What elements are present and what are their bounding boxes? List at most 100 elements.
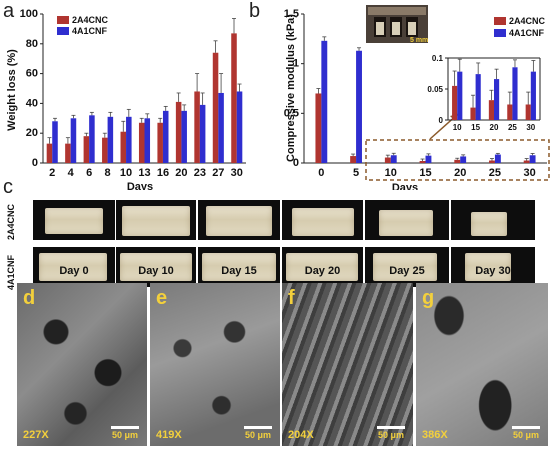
bar-2a4cnc (525, 104, 531, 120)
sample-photo (365, 247, 449, 287)
compressive-modulus-chart: Compressive modulus (kPa) Days 2A4CNC 4A… (284, 5, 550, 190)
hydrogel-sample (379, 210, 433, 236)
x-tick-label: 30 (526, 123, 535, 132)
sem-panel-letter: g (422, 287, 435, 309)
day-label: Day 25 (389, 265, 425, 277)
hydrogel-sample (206, 206, 272, 236)
panel-letter-c: c (3, 176, 13, 198)
bar-2a4cnc (315, 93, 322, 163)
x-tick-label: 20 (454, 167, 466, 179)
scale-bar-label: 50 μm (512, 430, 540, 440)
sample-photo (33, 247, 115, 287)
x-tick-label: 25 (489, 167, 501, 179)
row-label-cnc: 2A4CNC (6, 203, 16, 240)
bar-2a4cnc (489, 160, 495, 163)
x-tick-label: 27 (212, 167, 224, 179)
y-tick-label: 1 (293, 58, 299, 70)
y-tick-label: 0.1 (432, 54, 444, 63)
bar-4a1cnf (530, 71, 536, 120)
scale-bar: 50 μm (244, 426, 272, 440)
bar-2a4cnc (46, 143, 53, 163)
x-tick-label: 15 (471, 123, 480, 132)
hydrogel-sample (120, 253, 192, 281)
day-label: Day 0 (59, 265, 89, 277)
bar-2a4cnc (157, 122, 163, 163)
sem-image-d: d 227X 50 μm (17, 283, 147, 446)
x-tick-label: 30 (231, 167, 243, 179)
weight-loss-chart: Weight loss (%) Days 2A4CNC 4A1CNF 0 20 40… (6, 8, 246, 190)
magnification-label: 227X (23, 429, 49, 441)
y-tick-label: 60 (26, 68, 38, 80)
bar-2a4cnc (452, 85, 458, 120)
bar-4a1cnf (356, 50, 362, 163)
x-tick-label: 10 (385, 167, 397, 179)
sample-photo (116, 247, 196, 287)
x-tick-label: 20 (490, 123, 499, 132)
bar-4a1cnf (236, 91, 243, 163)
bar-4a1cnf (199, 104, 206, 163)
bar-2a4cnc (138, 122, 145, 163)
y-tick-label: 100 (20, 8, 38, 20)
sem-image-e: e 419X 50 μm (150, 283, 280, 446)
x-tick-label: 23 (194, 167, 206, 179)
bar-4a1cnf (390, 155, 397, 163)
hydrogel-sample (45, 208, 103, 234)
bar-2a4cnc (470, 107, 476, 120)
x-tick-label: 16 (157, 167, 169, 179)
legend: 2A4CNC 4A1CNF (57, 15, 109, 36)
bar-4a1cnf (475, 74, 481, 120)
scale-bar: 50 μm (111, 426, 139, 440)
scale-bar: 50 μm (377, 426, 405, 440)
sem-panel-letter: e (156, 287, 168, 309)
x-tick-label: 4 (68, 167, 75, 179)
bar-4a1cnf (144, 118, 151, 163)
bar-4a1cnf (70, 118, 77, 163)
y-axis-label: Weight loss (%) (6, 49, 18, 131)
bar-2a4cnc (454, 159, 461, 163)
y-tick-label: 0.5 (284, 107, 299, 119)
bar-2a4cnc (488, 100, 494, 120)
bar-2a4cnc (194, 91, 200, 163)
y-tick-label: 1.5 (284, 8, 299, 20)
x-tick-label: 6 (86, 167, 92, 179)
sample-photo (282, 247, 363, 287)
panel-letter-a: a (3, 0, 15, 22)
photo-scale-label: 5 mm (410, 37, 428, 44)
y-tick-label: 0 (32, 157, 38, 169)
x-tick-label: 5 (353, 167, 359, 179)
bar-4a1cnf (529, 155, 536, 163)
sample-photo (282, 200, 363, 240)
magnification-label: 386X (422, 429, 448, 441)
bar-2a4cnc (102, 137, 108, 163)
legend-label-cnf: 4A1CNF (509, 28, 545, 38)
bar-4a1cnf (89, 115, 95, 163)
bar-4a1cnf (494, 79, 500, 120)
bar-2a4cnc (83, 136, 90, 163)
bar-2a4cnc (65, 143, 71, 163)
scale-bar-label: 50 μm (244, 430, 272, 440)
y-tick-label: 0 (293, 157, 299, 169)
x-tick-label: 10 (453, 123, 462, 132)
legend-label-cnc: 2A4CNC (509, 16, 546, 26)
hydrogel-sample (286, 253, 358, 281)
bar-4a1cnf (52, 121, 58, 163)
y-axis-label: Compressive modulus (kPa) (285, 14, 297, 162)
bar-2a4cnc (175, 101, 182, 163)
bar-2a4cnc (507, 104, 513, 120)
sample-photo (33, 200, 115, 240)
legend-label-cnf: 4A1CNF (72, 26, 108, 36)
scale-bar: 50 μm (512, 426, 540, 440)
magnification-label: 204X (288, 429, 314, 441)
x-tick-label: 20 (175, 167, 187, 179)
y-tick-label: 0.05 (427, 85, 443, 94)
highlight-box (365, 139, 550, 181)
y-tick-label: 40 (26, 97, 38, 109)
bar-4a1cnf (512, 67, 518, 120)
panel-letter-b: b (249, 0, 261, 22)
sample-photo (451, 247, 535, 287)
x-tick-label: 8 (105, 167, 111, 179)
bar-4a1cnf (181, 110, 187, 163)
hydrogel-sample (39, 253, 107, 281)
hydrogel-sample (292, 208, 354, 236)
bar-2a4cnc (384, 157, 391, 163)
